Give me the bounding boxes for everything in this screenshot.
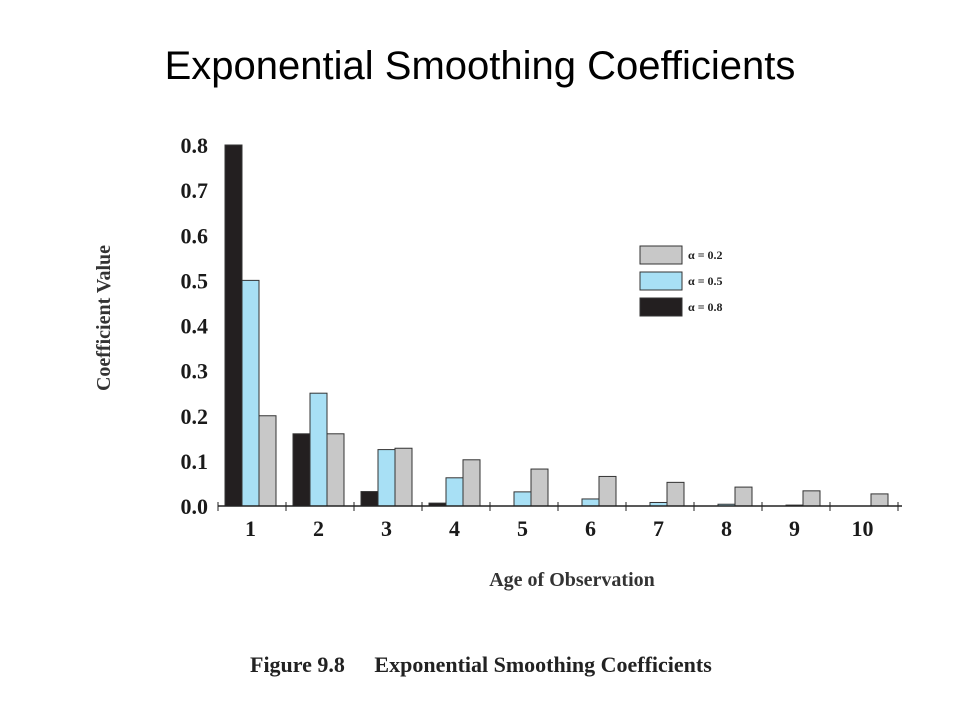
x-tick-label: 4 bbox=[449, 516, 460, 541]
bar-alpha-0-8-age-3 bbox=[360, 491, 379, 507]
x-tick-label: 10 bbox=[852, 516, 874, 541]
legend: α = 0.2 α = 0.5 α = 0.8 bbox=[639, 245, 723, 317]
bar-alpha-0-5-age-5 bbox=[513, 491, 532, 507]
figure-caption: Figure 9.8 Exponential Smoothing Coeffic… bbox=[250, 652, 712, 677]
bar-alpha-0-2-age-4 bbox=[462, 459, 481, 507]
y-tick-label: 0.1 bbox=[181, 449, 209, 474]
bar-alpha-0-8-age-2 bbox=[292, 433, 311, 507]
legend-swatch-alpha-0-2 bbox=[639, 245, 683, 265]
x-axis-title: Age of Observation bbox=[489, 569, 655, 591]
legend-label-alpha-0-5: α = 0.5 bbox=[688, 274, 723, 288]
x-tick-label: 1 bbox=[245, 516, 256, 541]
y-tick-label: 0.6 bbox=[181, 223, 209, 248]
x-tick-label: 7 bbox=[653, 516, 664, 541]
axis-layer bbox=[217, 502, 902, 511]
bars-layer bbox=[224, 144, 889, 507]
x-tick-label: 5 bbox=[517, 516, 528, 541]
bar-alpha-0-2-age-2 bbox=[326, 433, 345, 507]
y-tick-label: 0.8 bbox=[181, 133, 209, 158]
legend-swatch-alpha-0-8 bbox=[639, 297, 683, 317]
x-tick-label: 2 bbox=[313, 516, 324, 541]
bar-alpha-0-2-age-1 bbox=[258, 415, 277, 507]
bar-alpha-0-2-age-3 bbox=[394, 447, 413, 507]
x-tick-label: 9 bbox=[789, 516, 800, 541]
y-tick-label: 0.2 bbox=[181, 404, 209, 429]
y-tick-label: 0.5 bbox=[181, 268, 209, 293]
ticks-layer: 1 2 3 4 5 6 7 8 9 10 0.0 0.1 0.2 0.3 0.4 0.5 0.6 0.7 0.8 bbox=[181, 133, 874, 541]
legend-swatch-alpha-0-5 bbox=[639, 271, 683, 291]
x-tick-label: 8 bbox=[721, 516, 732, 541]
bar-alpha-0-8-age-1 bbox=[224, 144, 243, 507]
bar-alpha-0-2-age-7 bbox=[666, 481, 685, 507]
bar-alpha-0-5-age-4 bbox=[445, 477, 464, 507]
bar-alpha-0-5-age-1 bbox=[241, 279, 260, 507]
bar-alpha-0-5-age-2 bbox=[309, 392, 328, 507]
bar-alpha-0-2-age-9 bbox=[802, 490, 821, 507]
slide-title: Exponential Smoothing Coefficients bbox=[164, 44, 796, 88]
figure-title: Exponential Smoothing Coefficients bbox=[374, 652, 712, 677]
bar-alpha-0-5-age-3 bbox=[377, 449, 396, 507]
x-tick-label: 3 bbox=[381, 516, 392, 541]
legend-label-alpha-0-8: α = 0.8 bbox=[688, 300, 723, 314]
bar-alpha-0-2-age-6 bbox=[598, 475, 617, 507]
bar-alpha-0-5-age-6 bbox=[581, 498, 600, 507]
bar-alpha-0-2-age-8 bbox=[734, 486, 753, 507]
y-tick-label: 0.0 bbox=[181, 494, 209, 519]
y-tick-label: 0.7 bbox=[181, 178, 209, 203]
bar-alpha-0-2-age-10 bbox=[870, 493, 889, 507]
y-tick-label: 0.3 bbox=[181, 359, 209, 384]
figure-number: Figure 9.8 bbox=[250, 652, 345, 677]
y-tick-label: 0.4 bbox=[181, 314, 209, 339]
legend-label-alpha-0-2: α = 0.2 bbox=[688, 248, 723, 262]
y-axis-title: Coefficient Value bbox=[93, 245, 115, 391]
x-tick-label: 6 bbox=[585, 516, 596, 541]
bar-alpha-0-2-age-5 bbox=[530, 468, 549, 507]
